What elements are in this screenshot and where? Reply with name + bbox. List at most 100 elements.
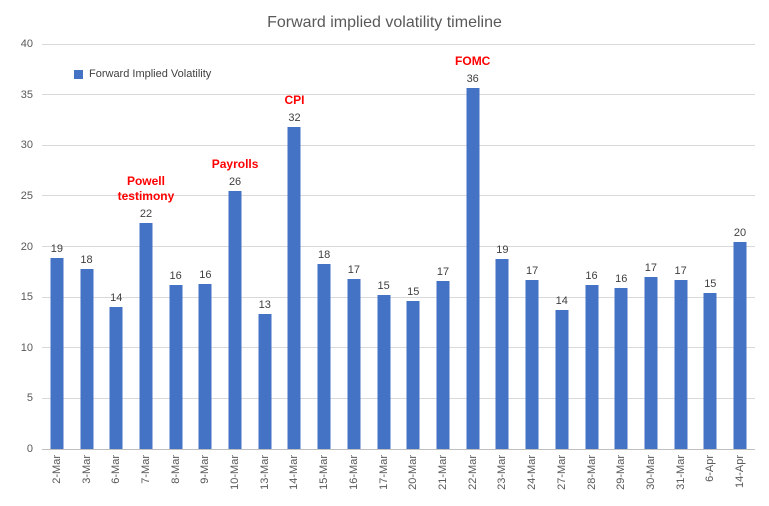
legend-swatch-icon	[74, 69, 83, 79]
bar-value-label: 19	[50, 242, 63, 255]
legend-label: Forward Implied Volatility	[89, 68, 212, 80]
bar-value-label: 15	[407, 286, 420, 299]
x-tick-label: 6-Mar	[110, 455, 123, 484]
event-annotation-line: FOMC	[455, 53, 491, 68]
x-axis-cell: 24-Mar	[517, 455, 547, 506]
x-axis-cell: 23-Mar	[488, 455, 518, 506]
bar-value-label: 18	[318, 248, 331, 261]
bar	[466, 87, 480, 449]
x-tick-label: 30-Mar	[644, 455, 657, 490]
bar-column: 32 CPI	[280, 44, 310, 449]
x-tick-label: 27-Mar	[555, 455, 568, 490]
bar-value-label: 15	[704, 278, 717, 291]
x-axis-cell: 13-Mar	[250, 455, 280, 506]
x-tick-label: 2-Mar	[50, 455, 63, 484]
bar	[347, 278, 361, 449]
x-axis-cell: 31-Mar	[666, 455, 696, 506]
x-tick-label: 15-Mar	[318, 455, 331, 490]
bar-value-label: 14	[110, 292, 123, 305]
bar-value-label: 32	[288, 112, 301, 125]
gridline	[42, 94, 755, 96]
bar-value-label: 16	[199, 268, 212, 281]
bar	[169, 284, 183, 449]
x-axis-cell: 16-Mar	[339, 455, 369, 506]
y-tick-label: 10	[20, 341, 33, 354]
bar	[406, 301, 420, 449]
bar-column: 15	[695, 44, 725, 449]
plot-area: Forward Implied Volatility 19 18 14 22 Powel…	[42, 43, 755, 450]
x-axis-cell: 9-Mar	[191, 455, 221, 506]
bar	[139, 223, 153, 449]
gridline	[42, 144, 755, 146]
bar	[614, 288, 628, 449]
bar	[287, 127, 301, 449]
event-annotation: Powell testimony	[118, 174, 175, 204]
x-tick-label: 8-Mar	[169, 455, 182, 484]
bar-value-label: 36	[466, 72, 479, 85]
bar-column: 20	[725, 44, 755, 449]
bar-column: 16	[191, 44, 221, 449]
bar-column: 18	[72, 44, 102, 449]
legend: Forward Implied Volatility	[74, 68, 211, 80]
x-axis-cell: 21-Mar	[428, 455, 458, 506]
x-tick-label: 13-Mar	[258, 455, 271, 490]
y-tick-label: 35	[20, 88, 33, 101]
x-axis-cell: 7-Mar	[131, 455, 161, 506]
bar-value-label: 16	[615, 273, 628, 286]
x-axis-cell: 10-Mar	[220, 455, 250, 506]
bar-column: 13	[250, 44, 280, 449]
bar-value-label: 14	[555, 295, 568, 308]
x-tick-label: 31-Mar	[674, 455, 687, 490]
x-tick-label: 17-Mar	[377, 455, 390, 490]
x-axis-cell: 17-Mar	[369, 455, 399, 506]
x-tick-label: 20-Mar	[407, 455, 420, 490]
bar-value-label: 22	[139, 208, 153, 221]
bar	[80, 268, 94, 449]
bar-value-label: 18	[80, 253, 93, 266]
x-tick-label: 22-Mar	[466, 455, 479, 490]
bar-value-label: 20	[733, 227, 747, 240]
x-axis-cell: 22-Mar	[458, 455, 488, 506]
bar-value-label: 17	[644, 261, 658, 274]
bar	[109, 307, 123, 449]
x-axis-cell: 6-Apr	[695, 455, 725, 506]
bar	[555, 310, 569, 449]
y-axis: 0 5 10 15 20 25 30 35 40	[0, 38, 42, 455]
x-tick-label: 16-Mar	[347, 455, 360, 490]
bar-column: 17	[339, 44, 369, 449]
bar	[50, 257, 64, 449]
x-axis-cell: 3-Mar	[72, 455, 102, 506]
y-tick-label: 5	[26, 392, 33, 405]
x-tick-label: 29-Mar	[615, 455, 628, 490]
x-tick-label: 14-Apr	[734, 455, 747, 489]
event-annotation-line: Payrolls	[211, 156, 259, 171]
y-tick-label: 20	[20, 240, 33, 253]
bar-value-label: 16	[169, 269, 182, 282]
x-axis-cell: 2-Mar	[42, 455, 72, 506]
bar-value-label: 17	[347, 263, 360, 276]
x-axis-cell: 29-Mar	[606, 455, 636, 506]
x-tick-label: 28-Mar	[585, 455, 598, 490]
bar	[585, 284, 598, 449]
bar-column: 19	[42, 44, 72, 449]
event-annotation-line: Powell	[126, 174, 165, 189]
event-annotation-line: testimony	[117, 189, 175, 204]
chart-title: Forward implied volatility timeline	[267, 14, 502, 31]
gridline	[42, 347, 755, 349]
bar	[377, 295, 391, 449]
x-axis-cell: 20-Mar	[398, 455, 428, 506]
bar-value-label: 13	[258, 299, 271, 312]
event-annotation: Payrolls	[212, 157, 259, 172]
bar-column: 16	[161, 44, 191, 449]
bar	[703, 293, 717, 449]
x-axis-cell: 8-Mar	[161, 455, 191, 506]
x-axis-cell: 30-Mar	[636, 455, 666, 506]
y-tick-label: 30	[20, 139, 33, 152]
bar-column: 36 FOMC	[455, 44, 491, 449]
bar-column: 14	[547, 44, 577, 449]
x-axis-cell: 15-Mar	[309, 455, 339, 506]
bar-column: 15	[369, 44, 399, 449]
bar	[495, 258, 509, 449]
bar-column: 16	[606, 44, 636, 449]
y-tick-label: 40	[20, 38, 33, 50]
